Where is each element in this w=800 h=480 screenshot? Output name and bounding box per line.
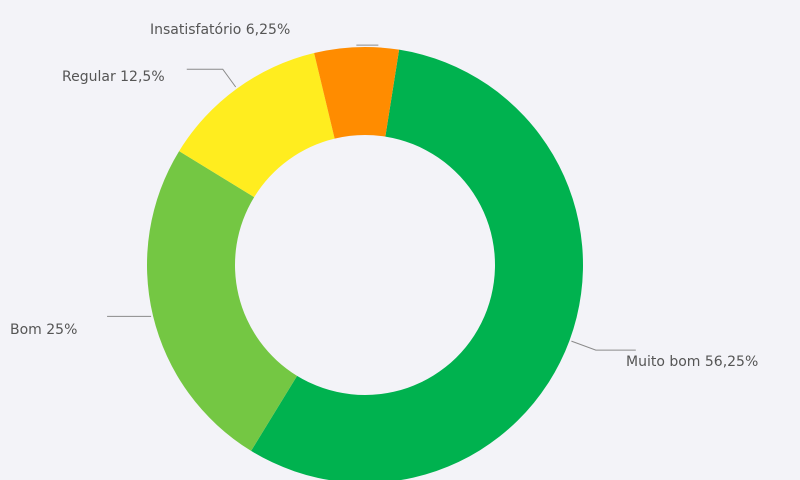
leader-lines-layer [107, 44, 636, 351]
slice-label-bom: Bom 25% [10, 322, 77, 338]
slice-insatisfat-rio[interactable] [314, 47, 400, 139]
labels-layer: Muito bom 56,25% Bom 25% Regular 12,5% Insa… [10, 22, 758, 370]
slice-label-regular: Regular 12,5% [62, 69, 165, 85]
slice-bom[interactable] [146, 151, 298, 451]
slice-label-muito-bom: Muito bom 56,25% [626, 354, 758, 370]
slice-regular[interactable] [179, 53, 335, 198]
slices-layer [146, 47, 583, 480]
slice-muito-bom[interactable] [251, 49, 583, 480]
leader-line-regular [186, 68, 237, 88]
leader-line-muito-bom [571, 340, 636, 351]
slice-label-insatisfat-rio: Insatisfatório 6,25% [150, 22, 290, 38]
